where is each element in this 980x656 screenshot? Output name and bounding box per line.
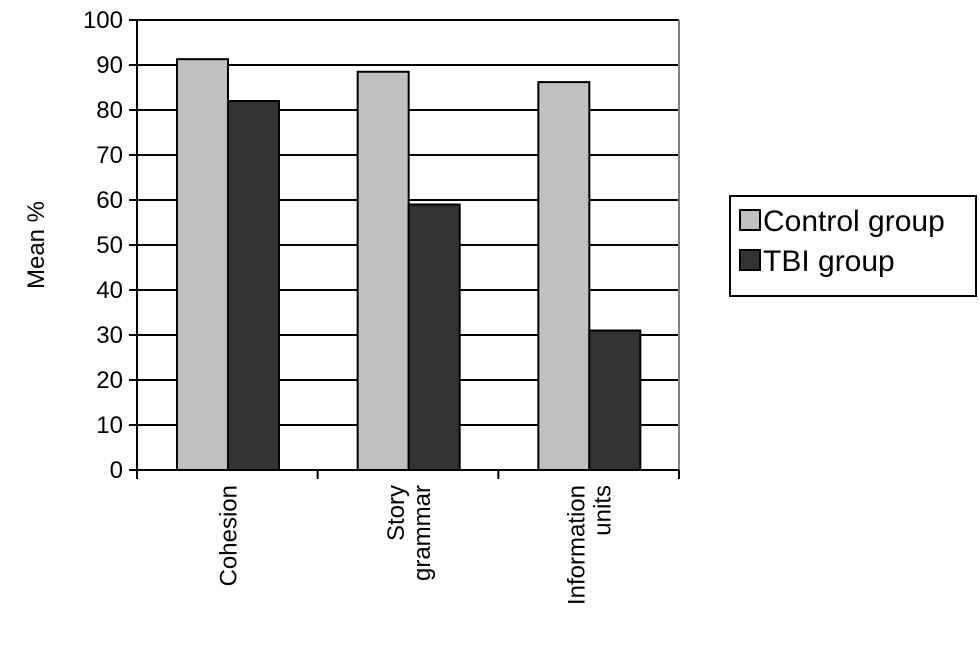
legend-label: Control group — [763, 205, 945, 238]
axes — [129, 19, 680, 479]
y-tick-label: 40 — [96, 277, 123, 304]
bar-control-0 — [176, 58, 229, 472]
y-tick-label: 70 — [96, 142, 123, 169]
legend-swatch-control — [739, 209, 761, 231]
bar-control-1 — [356, 70, 410, 471]
y-tick-label: 30 — [96, 322, 123, 349]
y-tick-label: 10 — [96, 412, 123, 439]
category-label: Information — [564, 485, 591, 605]
category-labels: Cohesion Story grammar Information units — [215, 485, 616, 605]
category-label: grammar — [409, 485, 436, 581]
legend-items: Control group TBI group — [739, 205, 945, 278]
y-tick-label: 90 — [96, 52, 123, 79]
y-tick-label: 60 — [96, 187, 123, 214]
category-label: Story — [383, 485, 410, 541]
bars — [176, 58, 642, 472]
legend-swatch-tbi — [739, 249, 761, 271]
y-tick-label: 20 — [96, 367, 123, 394]
y-tick-label: 0 — [110, 457, 123, 484]
bar-control-2 — [537, 81, 591, 471]
bar-tbi-2 — [588, 329, 642, 471]
bar-tbi-0 — [227, 100, 280, 471]
legend-label: TBI group — [763, 245, 895, 278]
y-tick-labels: 0 10 20 30 40 50 60 70 80 90 100 — [83, 7, 123, 484]
category-label: units — [590, 485, 617, 536]
legend: Control group TBI group — [729, 195, 977, 297]
y-tick-label: 100 — [83, 7, 123, 34]
legend-box — [729, 195, 977, 297]
y-tick-label: 80 — [96, 97, 123, 124]
y-axis-title: Mean % — [23, 201, 50, 289]
y-tick-label: 50 — [96, 232, 123, 259]
category-label: Cohesion — [215, 485, 242, 586]
bar-tbi-1 — [407, 203, 461, 471]
